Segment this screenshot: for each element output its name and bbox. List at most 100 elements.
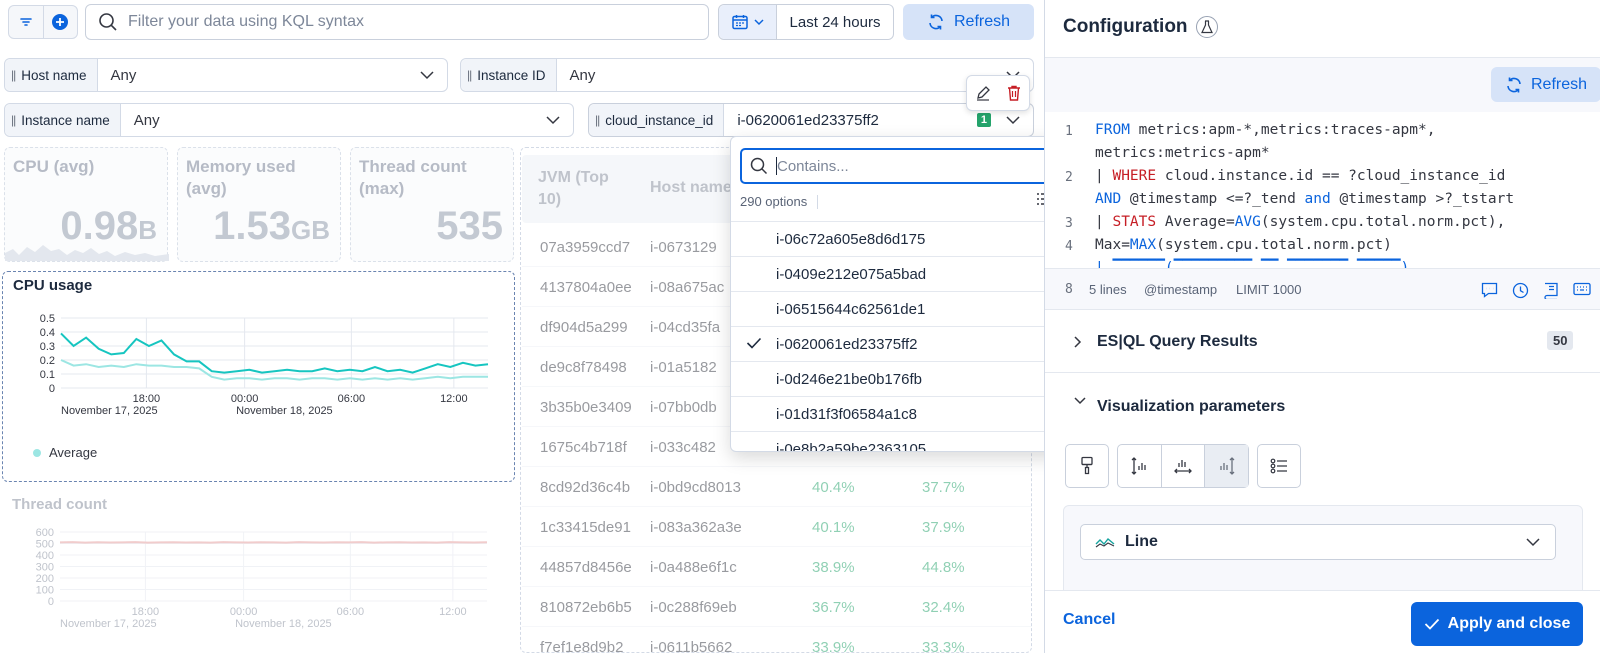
left-axis-button[interactable]: [1118, 445, 1162, 487]
cancel-button[interactable]: Cancel: [1063, 611, 1116, 628]
table-row[interactable]: 1c33415de91 i-083a362a3e 40.1% 37.9%: [522, 508, 1032, 547]
code-function: AVG: [1234, 214, 1261, 230]
y-tick-label: 600: [36, 527, 54, 539]
selection-count-badge: 1: [976, 113, 991, 127]
search-placeholder: Contains...: [777, 157, 849, 175]
query-results-accordion[interactable]: ES|QL Query Results 50: [1045, 311, 1600, 373]
right-axis-button[interactable]: [1205, 445, 1249, 487]
x-tick-label: 12:00: [440, 393, 468, 405]
add-filter-button[interactable]: [44, 6, 78, 38]
history-icon[interactable]: [1512, 282, 1529, 299]
refresh-button[interactable]: Refresh: [903, 4, 1034, 40]
host-name-control[interactable]: || Host name Any: [4, 58, 448, 92]
chevron-right-icon: [1073, 335, 1083, 349]
metric-title: CPU (avg): [13, 157, 95, 176]
bottom-axis-button[interactable]: [1162, 445, 1206, 487]
trash-icon[interactable]: [1007, 85, 1021, 101]
option-item[interactable]: i-0620061ed23375ff2: [731, 326, 1065, 362]
option-item[interactable]: i-01d31f3f06584a1c8: [731, 396, 1065, 432]
metric-number: 535: [436, 204, 503, 248]
table-row[interactable]: 1675c4b718f i-033c482: [522, 428, 1032, 467]
paintbrush-icon: [1079, 456, 1095, 476]
drag-handle-icon[interactable]: ||: [467, 68, 472, 82]
option-item[interactable]: i-0e8b2a59be2363105: [731, 431, 1065, 451]
y-tick-label: 0.5: [40, 313, 55, 325]
table-row[interactable]: 44857d8456e i-0a488e6f1c 38.9% 44.8%: [522, 548, 1032, 587]
code-line: | STATS Average=AVG(system.cpu.total.nor…: [1095, 214, 1506, 230]
y-tick-label: 0.3: [40, 341, 55, 353]
results-count-badge: 50: [1547, 331, 1574, 350]
kql-search-input[interactable]: Filter your data using KQL syntax: [85, 4, 709, 40]
drag-handle-icon[interactable]: ||: [595, 113, 600, 127]
drag-handle-icon[interactable]: ||: [11, 113, 16, 127]
cpu-usage-panel[interactable]: CPU usage 0.5 0.4 0.3 0.2 0.1 0 18:00 00:00 06:0…: [2, 271, 515, 482]
thread-count-panel[interactable]: Thread count 600 500 400 300 200 100 0 18:00 00:…: [2, 492, 515, 653]
table-row[interactable]: 810872eb6b5 i-0c288f69eb 36.7% 32.4%: [522, 588, 1032, 627]
legend-icon: [1270, 458, 1288, 474]
keyboard-icon[interactable]: [1573, 282, 1591, 296]
metric-title: Memory used (avg): [186, 157, 296, 198]
metric-unit: GB: [291, 215, 330, 245]
cloud-instance-id-control[interactable]: || cloud_instance_id i-0620061ed23375ff2 …: [588, 103, 1034, 137]
option-item[interactable]: i-0409e212e075a5bad: [731, 256, 1065, 292]
metric-value: 1.53GB: [213, 204, 330, 249]
code-keyword: FROM: [1095, 122, 1130, 138]
table-row[interactable]: f7ef1e8d9b2 i-0611b5662 33.9% 33.3%: [522, 628, 1032, 653]
options-count-text: 290 options: [740, 194, 808, 209]
apply-and-close-button[interactable]: Apply and close: [1411, 602, 1583, 646]
cpu-avg-metric: CPU (avg) 0.98B: [4, 147, 169, 262]
legend-settings-button[interactable]: [1257, 444, 1301, 488]
table-cell-c2: 37.9%: [922, 518, 965, 536]
instance-name-label-box: || Instance name: [5, 104, 121, 136]
code-function: MAX: [1129, 237, 1157, 253]
table-cell-host: i-08a675ac: [650, 278, 725, 296]
check-icon: [1424, 618, 1440, 630]
right-axis-icon: [1217, 456, 1237, 476]
option-item[interactable]: i-06515644c62561de1: [731, 291, 1065, 327]
filter-menu-button[interactable]: [9, 6, 44, 38]
quick-select-button[interactable]: [719, 5, 777, 39]
visualization-params-accordion[interactable]: Visualization parameters: [1045, 374, 1600, 432]
style-button[interactable]: [1065, 444, 1109, 488]
panel-title: CPU usage: [13, 277, 93, 294]
option-label: i-0d246e21be0b176fb: [776, 371, 922, 388]
pencil-icon[interactable]: [975, 85, 991, 101]
column-header-host[interactable]: Host name: [650, 179, 732, 196]
y-tick-label: 300: [36, 562, 54, 574]
y-tick-label: 400: [36, 550, 54, 562]
instance-name-value-box[interactable]: Any: [121, 104, 573, 136]
chart-legend[interactable]: Average: [33, 445, 97, 460]
table-cell-host: i-0c288f69eb: [650, 598, 737, 616]
table-row[interactable]: 8cd92d36c4b i-0bd9cd8013 40.4% 37.7%: [522, 468, 1032, 507]
table-cell-host: i-0a488e6f1c: [650, 558, 737, 576]
instance-id-control[interactable]: || Instance ID Any: [460, 58, 1034, 92]
option-item[interactable]: i-06c72a605e8d6d175: [731, 221, 1065, 257]
drag-handle-icon[interactable]: ||: [11, 68, 16, 82]
cloud-instance-id-value-box[interactable]: i-0620061ed23375ff2 1: [724, 104, 1033, 136]
host-name-value: Any: [110, 66, 137, 84]
feedback-icon[interactable]: [1481, 282, 1498, 298]
code-line: AND @timestamp <=?_tend and @timestamp >…: [1095, 191, 1515, 207]
query-refresh-button[interactable]: Refresh: [1491, 67, 1600, 102]
left-axis-icon: [1129, 456, 1149, 476]
table-cell-c1: 40.4%: [812, 478, 855, 496]
table-cell-host: i-033c482: [650, 438, 716, 456]
chevron-down-icon: [419, 70, 435, 80]
options-search-input[interactable]: Contains...: [740, 148, 1056, 184]
table-cell-jvm: 3b35b0e3409: [540, 398, 632, 416]
time-range-label[interactable]: Last 24 hours: [789, 13, 881, 31]
column-header-jvm[interactable]: JVM (Top 10): [538, 169, 609, 208]
instance-name-control[interactable]: || Instance name Any: [4, 103, 574, 137]
chart-type-select[interactable]: Line: [1080, 524, 1556, 560]
chevron-down-icon: [1005, 115, 1021, 125]
instance-id-value-box[interactable]: Any: [557, 59, 1033, 91]
table-cell-host: i-0bd9cd8013: [650, 478, 741, 496]
table-cell-c1: 33.9%: [812, 638, 855, 653]
option-item[interactable]: i-0d246e21be0b176fb: [731, 361, 1065, 397]
instance-id-label-box: || Instance ID: [461, 59, 557, 91]
host-name-value-box[interactable]: Any: [98, 59, 447, 91]
option-label: i-06c72a605e8d6d175: [776, 231, 926, 248]
esql-editor[interactable]: 1 FROM metrics:apm-*,metrics:traces-apm*…: [1045, 112, 1600, 268]
instance-id-value: Any: [569, 66, 596, 84]
documentation-icon[interactable]: [1543, 282, 1559, 299]
